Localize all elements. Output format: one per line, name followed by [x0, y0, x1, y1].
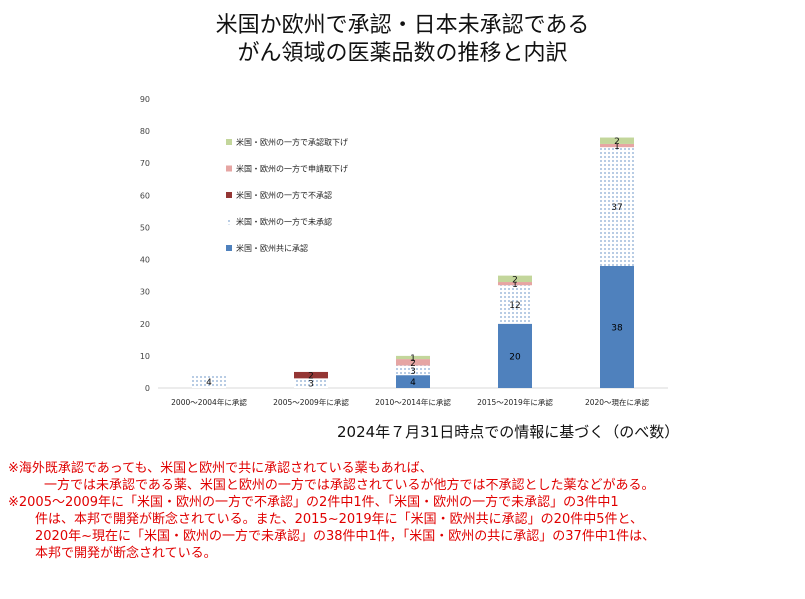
- data-label: 38: [611, 323, 623, 333]
- y-tick-label: 70: [140, 159, 150, 168]
- y-tick-label: 60: [140, 191, 150, 200]
- bar-segment-rejected_one: [294, 371, 328, 379]
- legend-swatch: [226, 139, 232, 145]
- footnote-line-3: ※2005～2009年に「米国・欧州の一方で不承認」の2件中1件、「米国・欧州の…: [8, 495, 619, 510]
- bar-segment-withdrawn_approval: [396, 355, 430, 360]
- bar-segment-withdrawn_application: [498, 282, 532, 286]
- y-tick-label: 40: [140, 256, 150, 265]
- legend-label: 米国・欧州の一方で申請取下げ: [236, 164, 348, 174]
- legend-item-rejected_one: 米国・欧州の一方で不承認: [226, 190, 332, 200]
- bar-segment-approved_both: [498, 323, 532, 388]
- data-label: 37: [611, 203, 622, 213]
- legend-label: 米国・欧州の一方で承認取下げ: [236, 137, 348, 147]
- data-label: 20: [509, 352, 521, 362]
- stacked-bar-chart: 0 10 20 30 40 50 60 70 80 90 2000～2004年に承認 2005～200…: [140, 95, 668, 407]
- bar-segment-withdrawn_approval: [600, 137, 634, 144]
- footnote-line-5: 2020年~現在に「米国・欧州の一方で未承認」の38件中1件，「米国・欧州の共に…: [35, 529, 656, 544]
- data-label: 1: [614, 142, 620, 152]
- bar-stack-0: 4: [192, 375, 226, 388]
- x-tick-label: 2015～2019年に承認: [477, 397, 553, 407]
- footnote-line-6: 本邦で開発が断念されている。: [35, 546, 217, 561]
- x-tick-label: 2000～2004年に承認: [171, 397, 247, 407]
- legend-item-withdrawn_approval: 米国・欧州の一方で承認取下げ: [226, 137, 348, 147]
- data-label: 2: [512, 275, 518, 285]
- bar-segment-withdrawn_application: [600, 143, 634, 148]
- footnote-line-2: 一方では未承認である薬、米国と欧州の一方では承認されているが他方では不承認とした…: [44, 478, 655, 493]
- footnotes: ※海外既承認であっても、米国と欧州で共に承認されている薬もあれば、 一方では未承…: [8, 460, 798, 562]
- y-tick-label: 0: [145, 384, 150, 393]
- data-label: 1: [512, 280, 518, 290]
- legend-swatch: [226, 165, 232, 172]
- bar-stack-3: 20 12 12: [498, 275, 532, 388]
- y-tick-label: 80: [140, 127, 150, 136]
- x-tick-label: 2020～現在に承認: [585, 397, 650, 407]
- y-tick-label: 50: [140, 223, 150, 232]
- data-label: 12: [509, 301, 520, 311]
- legend-label: 米国・欧州の一方で未承認: [236, 217, 332, 227]
- data-label: 1: [410, 354, 416, 364]
- data-label: 2: [614, 137, 620, 147]
- bar-stack-1: 32: [294, 372, 328, 390]
- legend-swatch: [226, 218, 232, 225]
- x-tick-label: 2005～2009年に承認: [273, 397, 349, 407]
- bar-segment-approved_both: [600, 265, 634, 388]
- legend-swatch: [226, 192, 232, 198]
- data-label: 4: [206, 378, 212, 388]
- legend-swatch: [226, 245, 232, 251]
- bar-segment-unapproved_one: [600, 147, 634, 266]
- bar-stack-4: 38 37 12: [600, 137, 634, 388]
- data-label: 2: [308, 372, 314, 382]
- data-label: 3: [308, 380, 314, 390]
- legend-item-withdrawn_application: 米国・欧州の一方で申請取下げ: [226, 164, 348, 174]
- legend-item-unapproved_one: 米国・欧州の一方で未承認: [226, 217, 332, 227]
- y-tick-label: 20: [140, 320, 150, 329]
- legend-label: 米国・欧州の一方で不承認: [236, 190, 332, 200]
- bar-segment-unapproved_one: [498, 285, 532, 324]
- y-tick-label: 10: [140, 352, 150, 361]
- title-line-1: 米国か欧州で承認・日本未承認である: [215, 13, 590, 38]
- y-tick-label: 90: [140, 95, 150, 104]
- y-tick-label: 30: [140, 288, 150, 297]
- data-date-caption: 2024年７月31日時点での情報に基づく（のべ数）: [337, 423, 680, 441]
- data-label: 2: [410, 359, 416, 369]
- bar-segment-unapproved_one: [396, 365, 430, 376]
- bar-segment-approved_both: [396, 375, 430, 388]
- x-tick-label: 2010～2014年に承認: [375, 397, 451, 407]
- footnote-line-1: ※海外既承認であっても、米国と欧州で共に承認されている薬もあれば、: [8, 461, 433, 476]
- data-label: 4: [410, 378, 416, 388]
- data-label: 3: [410, 367, 416, 377]
- bar-segment-withdrawn_approval: [498, 275, 532, 283]
- bar-segment-unapproved_one: [294, 378, 328, 388]
- bar-segment-withdrawn_application: [396, 359, 430, 366]
- footnote-line-4: 件は、本邦で開発が断念されている。また、2015~2019年に「米国・欧州共に承…: [35, 512, 643, 527]
- title-line-2: がん領域の医薬品数の推移と内訳: [237, 41, 568, 66]
- legend-item-approved_both: 米国・欧州共に承認: [226, 243, 308, 253]
- chart-title: 米国か欧州で承認・日本未承認である がん領域の医薬品数の推移と内訳: [0, 12, 805, 68]
- bar-segment-unapproved_one: [192, 375, 226, 388]
- legend-label: 米国・欧州共に承認: [236, 243, 308, 253]
